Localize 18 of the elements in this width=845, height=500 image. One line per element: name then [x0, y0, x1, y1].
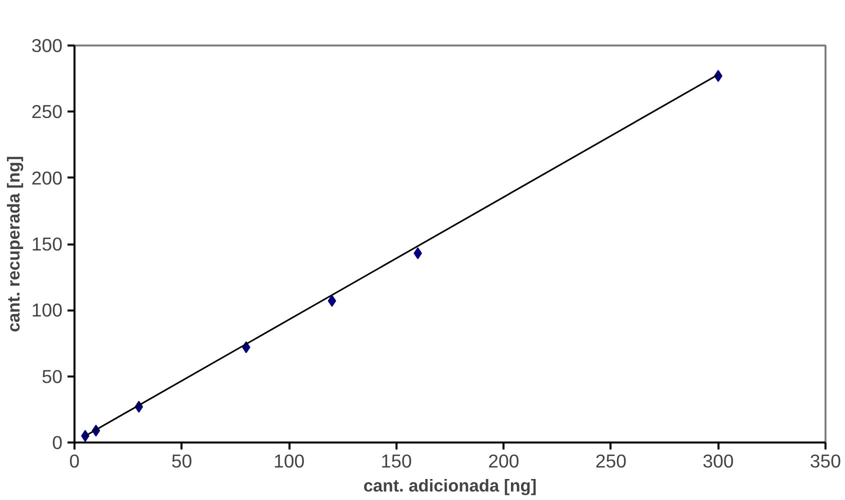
y-tick-label: 0 — [52, 432, 63, 453]
y-tick-label: 300 — [31, 35, 63, 56]
x-tick-label: 100 — [274, 450, 305, 472]
y-tick-label: 150 — [31, 234, 63, 254]
x-tick-label: 0 — [69, 450, 80, 472]
y-tick-label: 100 — [31, 300, 63, 321]
x-tick-label: 250 — [595, 450, 627, 472]
x-tick-label: 200 — [488, 450, 520, 472]
x-tick-label: 50 — [171, 450, 192, 472]
point — [328, 294, 336, 307]
x-tick-label: 350 — [810, 450, 842, 472]
y-axis-title: cant. recuperada [ng] — [3, 156, 24, 332]
y-tick-label: 50 — [42, 366, 63, 387]
x-axis-title: cant. adicionada [ng] — [363, 476, 537, 496]
y-tick-label: 200 — [31, 167, 63, 188]
y-tick-label: 250 — [31, 101, 63, 122]
x-tick-label: 150 — [380, 450, 412, 472]
x-tick-label: 300 — [702, 450, 734, 472]
